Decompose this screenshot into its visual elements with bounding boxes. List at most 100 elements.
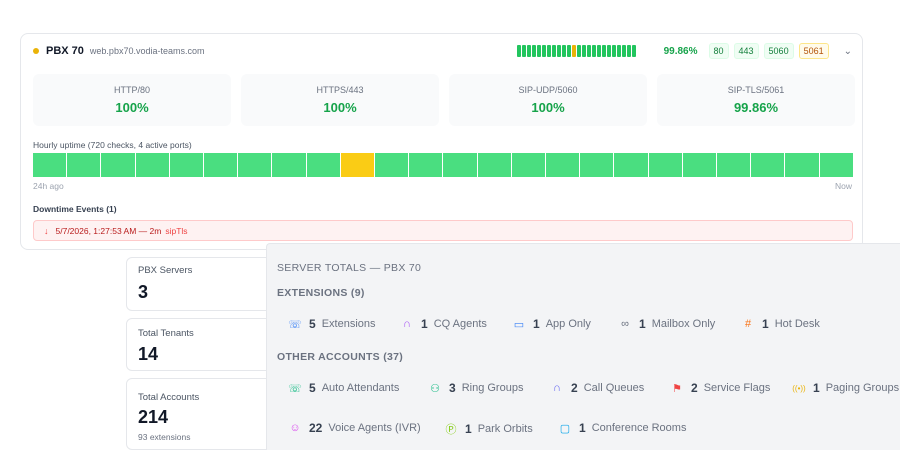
hourly-uptime-segment[interactable] — [204, 153, 238, 177]
mini-uptime-segment — [616, 45, 621, 57]
item-count: 1 — [465, 422, 472, 436]
hourly-uptime-segment[interactable] — [169, 153, 204, 177]
port-chip-80: 80 — [708, 43, 729, 59]
port-label: HTTPS/443 — [316, 85, 364, 95]
port-chip-443: 443 — [733, 43, 759, 59]
total-app-only: ▭ 1 App Only — [511, 317, 591, 331]
item-count: 5 — [309, 381, 316, 395]
total-hot-desk: # 1 Hot Desk — [740, 317, 820, 331]
port-uptime: 100% — [115, 100, 149, 115]
item-label: Conference Rooms — [591, 422, 687, 434]
item-label: Service Flags — [703, 382, 771, 394]
port-tile-https: HTTPS/443 100% — [241, 74, 439, 126]
mini-uptime-segment — [601, 45, 606, 57]
port-uptime: 100% — [323, 100, 357, 115]
stat-label: PBX Servers — [138, 265, 193, 276]
mini-uptime-segment — [516, 45, 521, 57]
item-count: 1 — [421, 317, 428, 331]
port-uptime: 99.86% — [733, 100, 779, 115]
status-dot — [33, 48, 39, 54]
mini-uptime-segment — [576, 45, 581, 57]
hourly-uptime-segment[interactable] — [614, 153, 648, 177]
hourly-uptime-segment[interactable] — [819, 153, 853, 177]
stat-value: 214 — [138, 407, 169, 427]
headset-icon: ∩ — [553, 382, 561, 394]
bot-icon: ☺ — [289, 422, 301, 434]
item-label: Call Queues — [583, 382, 645, 394]
pbx-monitor-header[interactable]: PBX 70 web.pbx70.vodia-teams.com 99.86% … — [33, 43, 852, 59]
parking-icon: Ⓟ — [445, 424, 457, 436]
hourly-uptime-segment[interactable] — [477, 153, 511, 177]
mini-uptime-segment — [556, 45, 561, 57]
item-label: Auto Attendants — [321, 382, 400, 394]
hourly-uptime-segment[interactable] — [135, 153, 169, 177]
server-totals-panel: SERVER TOTALS — PBX 70 EXTENSIONS (9) ☏ … — [266, 243, 900, 450]
stat-card-total-accounts: Total Accounts 214 93 extensions — [126, 378, 276, 450]
stat-value: 3 — [138, 282, 149, 302]
axis-end-label: Now — [834, 181, 852, 191]
total-ring-groups: ⚇ 3 Ring Groups — [427, 381, 523, 395]
item-count: 5 — [309, 317, 316, 331]
hourly-uptime-segment[interactable] — [443, 153, 477, 177]
stat-label: Total Accounts — [138, 392, 200, 403]
users-icon: ⚇ — [430, 382, 440, 395]
item-label: CQ Agents — [433, 318, 487, 330]
mini-uptime-segment — [581, 45, 586, 57]
pbx-monitor-card[interactable]: PBX 70 web.pbx70.vodia-teams.com 99.86% … — [20, 33, 863, 250]
hourly-uptime-segment[interactable] — [101, 153, 135, 177]
hourly-uptime-segment[interactable] — [238, 153, 272, 177]
hourly-uptime-segment[interactable] — [375, 153, 409, 177]
pbx-name: PBX 70 — [46, 45, 84, 57]
hourly-uptime-segment[interactable] — [717, 153, 751, 177]
arrow-down-icon: ↓ — [44, 225, 49, 236]
hourly-uptime-segment[interactable] — [785, 153, 819, 177]
hourly-uptime-bar — [33, 153, 853, 177]
item-count: 1 — [579, 421, 586, 435]
mini-uptime-segment — [631, 45, 636, 57]
downtime-event-row[interactable]: ↓ 5/7/2026, 1:27:53 AM — 2m sipTls — [33, 220, 853, 241]
total-extensions: ☏ 5 Extensions — [287, 317, 375, 331]
pbx-url: web.pbx70.vodia-teams.com — [89, 46, 205, 56]
port-tile-http: HTTP/80 100% — [33, 74, 231, 126]
mini-uptime-segment — [621, 45, 626, 57]
hourly-uptime-segment[interactable] — [33, 153, 67, 177]
hourly-uptime-segment[interactable] — [682, 153, 717, 177]
hourly-uptime-segment[interactable] — [409, 153, 443, 177]
hourly-uptime-segment[interactable] — [580, 153, 614, 177]
mini-uptime-segment — [591, 45, 596, 57]
stat-card-pbx-servers: PBX Servers 3 — [126, 257, 276, 311]
event-time: 5/7/2026, 1:27:53 AM — 2m — [55, 225, 162, 236]
hourly-uptime-segment[interactable] — [272, 153, 306, 177]
hourly-uptime-segment[interactable] — [67, 153, 101, 177]
port-uptime: 100% — [531, 100, 565, 115]
mini-uptime-segment — [611, 45, 616, 57]
hourly-uptime-segment[interactable] — [340, 153, 375, 177]
hourly-uptime-segment[interactable] — [648, 153, 682, 177]
port-tile-sip-tls: SIP-TLS/5061 99.86% — [657, 74, 855, 126]
total-call-queues: ∩ 2 Call Queues — [549, 381, 644, 395]
chevron-down-icon[interactable]: ⌄ — [843, 45, 852, 57]
mini-uptime-segment — [571, 45, 576, 57]
item-count: 1 — [533, 317, 540, 331]
hourly-uptime-segment[interactable] — [511, 153, 546, 177]
mini-uptime-segment — [531, 45, 536, 57]
hourly-uptime-segment[interactable] — [751, 153, 785, 177]
total-paging-groups: ((•)) 1 Paging Groups — [791, 381, 899, 395]
hourly-uptime-segment[interactable] — [546, 153, 580, 177]
port-tiles: HTTP/80 100% HTTPS/443 100% SIP-UDP/5060… — [33, 74, 855, 126]
mini-uptime-segment — [521, 45, 526, 57]
item-count: 1 — [639, 317, 646, 331]
monitor-icon: ▭ — [513, 318, 525, 331]
mini-uptime-segment — [606, 45, 611, 57]
total-park-orbits: Ⓟ 1 Park Orbits — [443, 421, 533, 437]
item-label: App Only — [545, 318, 591, 330]
port-tile-sip-udp: SIP-UDP/5060 100% — [449, 74, 647, 126]
phone-icon: ☏ — [288, 318, 302, 331]
total-service-flags: ⚑ 2 Service Flags — [669, 381, 770, 395]
other-accounts-section-title: OTHER ACCOUNTS (37) — [277, 351, 404, 363]
hourly-uptime-segment[interactable] — [306, 153, 340, 177]
item-count: 2 — [691, 381, 698, 395]
mini-uptime-segment — [561, 45, 566, 57]
downtime-events-title: Downtime Events (1) — [33, 204, 117, 214]
item-label: Ring Groups — [461, 382, 524, 394]
